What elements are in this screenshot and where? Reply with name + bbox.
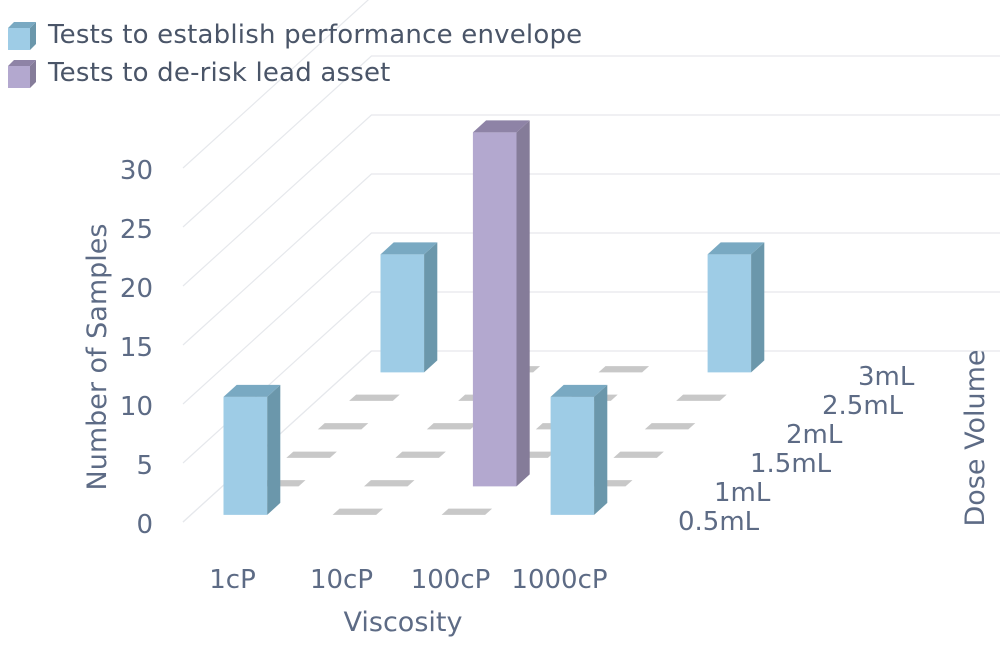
floor-tile (441, 508, 493, 515)
bar (707, 242, 765, 373)
z-tick-label: 1.5mL (750, 449, 832, 479)
bar-front (707, 254, 752, 373)
floor-tile (644, 423, 696, 430)
z-tick-label: 1mL (714, 478, 771, 508)
legend-swatch-performance-envelope (8, 22, 36, 50)
bar-side (751, 242, 765, 373)
gridline (182, 0, 369, 169)
bar-top (223, 384, 281, 397)
legend-item-performance-envelope: Tests to establish performance envelope (8, 16, 582, 54)
bar (472, 120, 530, 487)
bar (550, 384, 608, 515)
y-tick-label: 20 (120, 274, 153, 304)
bar-front (380, 254, 425, 373)
floor-tile (613, 451, 664, 458)
x-axis-title: Viscosity (344, 607, 463, 638)
bar-side (424, 242, 438, 373)
gridline (182, 114, 1000, 287)
floor-tile (598, 366, 650, 373)
gridline (182, 232, 1000, 405)
bar (223, 384, 281, 515)
z-tick-label: 2mL (786, 420, 843, 450)
bar-top (472, 120, 530, 133)
bar-front (223, 396, 268, 515)
y-tick-label: 15 (120, 333, 153, 363)
floor-tile (426, 423, 478, 430)
bar-top (380, 242, 438, 255)
bar-side (516, 120, 530, 487)
x-tick-label: 1cP (209, 565, 256, 595)
legend-label: Tests to establish performance envelope (48, 20, 583, 50)
z-tick-label: 2.5mL (822, 391, 904, 421)
floor-tile (349, 394, 400, 401)
x-tick-label: 10cP (310, 565, 373, 595)
floor-tile (395, 451, 446, 458)
floor-tile (364, 480, 415, 487)
x-tick-label: 100cP (411, 565, 491, 595)
floor-tile (332, 508, 384, 515)
gridline (182, 55, 1000, 228)
y-axis-title: Number of Samples (82, 224, 113, 491)
y-tick-label: 0 (136, 510, 153, 540)
bar-side (594, 384, 608, 515)
bar-side (267, 384, 281, 515)
bar-top (550, 384, 608, 397)
y-tick-label: 5 (136, 451, 153, 481)
bar-front (550, 396, 595, 515)
legend-swatch-de-risk-lead-asset (8, 60, 36, 88)
bar-front (472, 132, 517, 487)
bar (380, 242, 438, 373)
legend: Tests to establish performance envelope … (8, 16, 582, 92)
axis-labels: 0 5 10 15 20 25 30 1cP 10cP 100cP 1000cP 0.5mL1mL1.… (82, 156, 991, 638)
z-tick-label: 0.5mL (678, 507, 760, 537)
legend-label: Tests to de-risk lead asset (48, 58, 391, 88)
floor-tile (317, 423, 369, 430)
y-tick-label: 25 (120, 215, 153, 245)
bar-top (707, 242, 765, 255)
floor-tile (286, 451, 337, 458)
legend-item-de-risk-lead-asset: Tests to de-risk lead asset (8, 54, 582, 92)
y-tick-label: 10 (120, 392, 153, 422)
bars (223, 120, 765, 515)
z-axis-title: Dose Volume (960, 350, 991, 527)
gridline (182, 173, 1000, 346)
x-tick-label: 1000cP (511, 565, 607, 595)
floor-tile (676, 394, 727, 401)
z-tick-label: 3mL (858, 362, 915, 392)
y-tick-label: 30 (120, 156, 153, 186)
